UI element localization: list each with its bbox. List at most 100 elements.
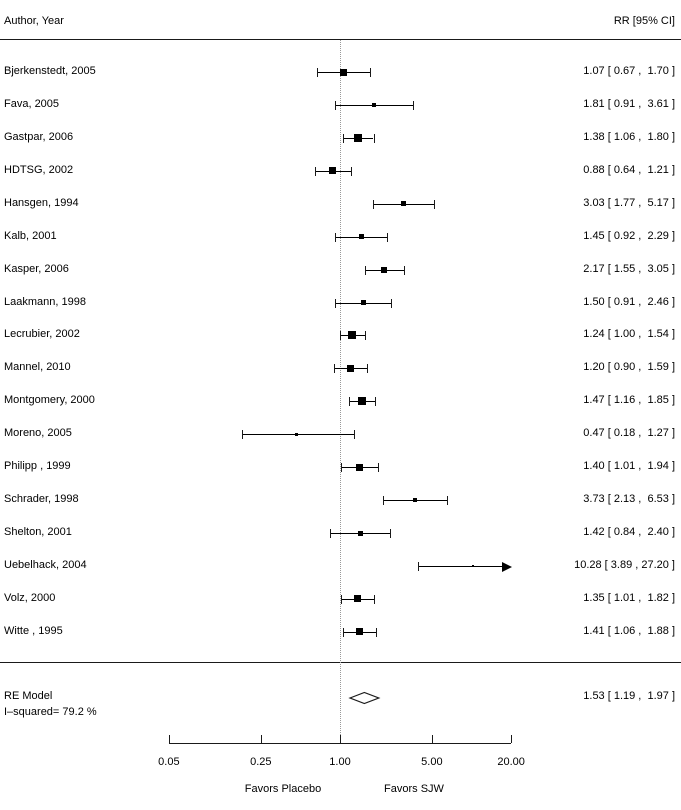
study-ci-cap-low — [340, 594, 342, 604]
study-rr-value: 0.47 [ 0.18 , 1.27 ] — [583, 427, 675, 440]
study-rr-value: 1.50 [ 0.91 , 2.46 ] — [583, 295, 675, 308]
study-ci-cap-low — [417, 561, 419, 571]
column-header-authors: Author, Year — [4, 15, 64, 27]
study-point-marker — [381, 266, 388, 273]
study-ci-cap-low — [343, 627, 345, 637]
study-author-label: Gastpar, 2006 — [4, 130, 74, 143]
x-axis-tick — [511, 735, 513, 743]
study-point-marker — [355, 463, 363, 471]
x-axis-tick-label: 1.00 — [329, 756, 351, 768]
study-ci-whisker — [417, 565, 503, 567]
study-rr-value: 2.17 [ 1.55 , 3.05 ] — [583, 262, 675, 275]
study-ci-cap-high — [413, 100, 415, 110]
study-ci-cap-low — [343, 133, 345, 143]
study-ci-cap-low — [340, 331, 341, 341]
study-author-label: Kalb, 2001 — [4, 229, 57, 242]
study-author-label: Kasper, 2006 — [4, 262, 69, 275]
study-ci-cap-high — [373, 133, 375, 143]
study-rr-value: 1.41 [ 1.06 , 1.88 ] — [583, 624, 675, 637]
study-point-marker — [329, 167, 337, 175]
study-rr-value: 1.20 [ 0.90 , 1.59 ] — [583, 361, 675, 374]
study-rr-value: 0.88 [ 0.64 , 1.21 ] — [583, 163, 675, 176]
summary-label: RE Model — [4, 690, 53, 702]
study-rr-value: 10.28 [ 3.89 , 27.20 ] — [574, 558, 675, 571]
study-ci-cap-high — [353, 430, 355, 440]
study-point-marker — [348, 331, 357, 340]
favors-sjw-label: Favors SJW — [384, 783, 444, 795]
study-ci-cap-low — [317, 68, 319, 77]
study-point-marker — [295, 432, 299, 436]
study-ci-cap-high — [447, 496, 449, 506]
study-ci-cap-high — [375, 397, 377, 407]
study-ci-cap-low — [242, 430, 244, 440]
study-ci-cap-low — [314, 166, 316, 176]
study-point-marker — [472, 565, 475, 567]
x-axis-tick — [340, 735, 341, 743]
study-point-marker — [340, 68, 348, 76]
study-point-marker — [371, 102, 376, 107]
header-divider — [0, 39, 681, 40]
reference-line — [340, 40, 341, 743]
study-ci-cap-high — [370, 68, 372, 77]
study-author-label: Mannel, 2010 — [4, 361, 71, 374]
study-ci-cap-high — [376, 627, 378, 637]
ci-clip-arrow — [502, 561, 513, 572]
study-author-label: Philipp , 1999 — [4, 460, 71, 473]
study-rr-value: 1.38 [ 1.06 , 1.80 ] — [583, 130, 675, 143]
study-ci-cap-low — [340, 463, 342, 473]
study-author-label: Laakmann, 1998 — [4, 295, 86, 308]
study-rr-value: 1.42 [ 0.84 , 2.40 ] — [583, 526, 675, 539]
study-ci-cap-low — [348, 397, 350, 407]
study-author-label: Montgomery, 2000 — [4, 394, 95, 407]
study-point-marker — [413, 498, 418, 503]
x-axis-tick — [260, 735, 262, 743]
study-rr-value: 1.35 [ 1.01 , 1.82 ] — [583, 591, 675, 604]
study-author-label: Witte , 1995 — [4, 624, 63, 637]
study-ci-cap-high — [377, 463, 379, 473]
study-author-label: Moreno, 2005 — [4, 427, 72, 440]
study-author-label: HDTSG, 2002 — [4, 163, 74, 176]
summary-heterogeneity: I–squared= 79.2 % — [4, 706, 97, 718]
study-rr-value: 1.45 [ 0.92 , 2.29 ] — [583, 229, 675, 242]
study-point-marker — [358, 234, 364, 240]
study-point-marker — [356, 628, 364, 636]
study-ci-cap-high — [390, 529, 391, 539]
study-point-marker — [354, 133, 363, 142]
study-ci-cap-low — [334, 364, 335, 374]
study-ci-cap-low — [334, 298, 336, 308]
x-axis-line — [168, 743, 512, 744]
x-axis-tick-label: 0.05 — [158, 756, 180, 768]
study-ci-cap-low — [365, 265, 366, 275]
study-author-label: Fava, 2005 — [4, 97, 60, 110]
study-point-marker — [358, 397, 366, 406]
favors-placebo-label: Favors Placebo — [244, 783, 322, 795]
study-ci-cap-low — [334, 100, 336, 110]
column-header-rr: RR [95% CI] — [613, 15, 675, 27]
x-axis-tick — [168, 735, 170, 743]
study-ci-cap-low — [335, 232, 337, 242]
study-ci-cap-high — [364, 331, 366, 341]
study-rr-value: 1.07 [ 0.67 , 1.70 ] — [583, 65, 675, 77]
study-rr-value: 3.03 [ 1.77 , 5.17 ] — [583, 196, 675, 209]
study-ci-cap-low — [383, 496, 385, 506]
study-rr-value: 3.73 [ 2.13 , 6.53 ] — [583, 493, 675, 506]
study-author-label: Lecrubier, 2002 — [4, 328, 80, 341]
study-point-marker — [400, 201, 406, 207]
study-rr-value: 1.47 [ 1.16 , 1.85 ] — [583, 394, 675, 407]
study-ci-cap-high — [391, 298, 393, 308]
study-rr-value: 1.24 [ 1.00 , 1.54 ] — [583, 328, 675, 341]
study-ci-cap-high — [387, 232, 389, 242]
study-ci-cap-low — [372, 199, 374, 209]
summary-diamond — [348, 691, 381, 705]
study-ci-cap-low — [330, 529, 331, 539]
x-axis-tick-label: 0.25 — [250, 756, 272, 768]
study-ci-cap-high — [374, 594, 376, 604]
study-author-label: Hansgen, 1994 — [4, 196, 79, 209]
summary-rr-value: 1.53 [ 1.19 , 1.97 ] — [583, 690, 675, 702]
study-point-marker — [346, 364, 354, 372]
study-rr-value: 1.40 [ 1.01 , 1.94 ] — [583, 460, 675, 473]
study-author-label: Schrader, 1998 — [4, 493, 79, 506]
study-ci-cap-high — [350, 166, 352, 176]
study-author-label: Shelton, 2001 — [4, 526, 72, 539]
